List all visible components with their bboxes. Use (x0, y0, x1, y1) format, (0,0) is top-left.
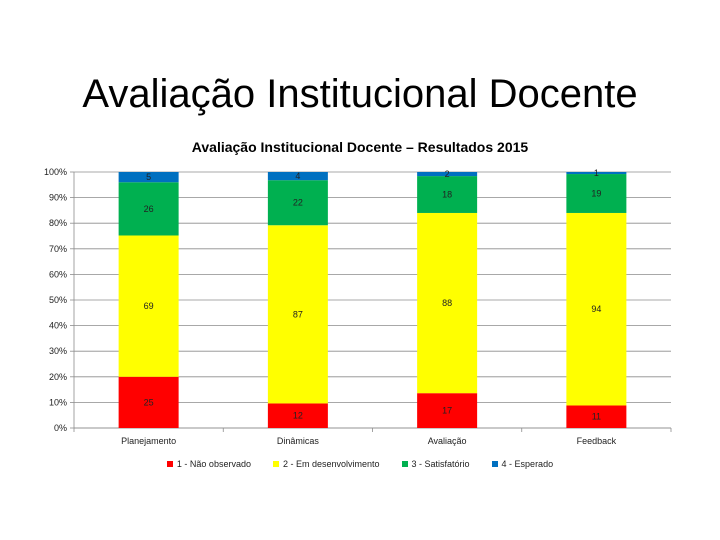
data-label: 17 (442, 406, 452, 416)
bar-segment (417, 212, 478, 394)
bar-segment (118, 182, 179, 236)
data-label: 22 (293, 198, 303, 208)
legend-item-esperado: 4 - Esperado (491, 459, 554, 469)
bar-segment (118, 235, 179, 377)
data-label: 12 (293, 411, 303, 421)
y-tick-label: 10% (49, 397, 67, 407)
legend-item-em-desenvolvimento: 2 - Em desenvolvimento (272, 459, 380, 469)
legend-label: 2 - Em desenvolvimento (282, 459, 380, 469)
data-label: 87 (293, 309, 303, 319)
bar-segment (417, 393, 478, 428)
bar-segment (566, 212, 627, 406)
bar-segment (267, 403, 328, 428)
y-tick-label: 100% (44, 167, 67, 177)
y-tick-label: 50% (49, 295, 67, 305)
data-label: 11 (592, 412, 601, 422)
x-category-label: Feedback (577, 436, 617, 446)
legend-label: 3 - Satisfatório (411, 459, 470, 469)
x-category-label: Avaliação (428, 436, 467, 446)
y-tick-label: 30% (49, 346, 67, 356)
data-label: 5 (146, 172, 151, 182)
slide-title: Avaliação Institucional Docente (82, 72, 638, 116)
bar-segment (417, 172, 478, 177)
data-label: 4 (295, 171, 300, 181)
data-label: 26 (144, 204, 154, 214)
bar-segment (267, 172, 328, 181)
bar-segment (267, 180, 328, 226)
bar-segment (417, 176, 478, 213)
data-label: 94 (591, 304, 601, 314)
bar-segment (118, 172, 179, 183)
chart-title: Avaliação Institucional Docente – Result… (191, 139, 529, 155)
chart-legend: 1 - Não observado 2 - Em desenvolvimento… (0, 459, 720, 469)
data-label: 69 (144, 301, 154, 311)
data-label: 88 (442, 298, 452, 308)
bar-segment (566, 172, 627, 175)
legend-swatch-icon (272, 461, 279, 467)
y-tick-label: 70% (49, 244, 67, 254)
y-tick-label: 80% (49, 218, 67, 228)
legend-swatch-icon (166, 461, 173, 467)
data-label: 19 (591, 189, 601, 199)
y-tick-label: 40% (49, 321, 67, 331)
y-tick-label: 60% (49, 269, 67, 279)
data-label: 25 (144, 397, 154, 407)
legend-label: 1 - Não observado (176, 459, 251, 469)
y-tick-label: 0% (54, 423, 67, 433)
legend-swatch-icon (491, 461, 498, 467)
y-tick-label: 90% (49, 193, 67, 203)
bar-segment (566, 174, 627, 213)
bar-segment (118, 376, 179, 428)
data-label: 18 (442, 190, 452, 200)
data-label: 2 (445, 169, 450, 179)
legend-item-satisfatorio: 3 - Satisfatório (401, 459, 470, 469)
x-category-label: Planejamento (121, 436, 176, 446)
data-label: 1 (594, 168, 599, 178)
x-category-label: Dinâmicas (277, 436, 320, 446)
legend-label: 4 - Esperado (501, 459, 554, 469)
y-tick-label: 20% (49, 372, 67, 382)
legend-item-nao-observado: 1 - Não observado (166, 459, 251, 469)
legend-swatch-icon (401, 461, 408, 467)
bar-segment (267, 225, 328, 404)
bar-segment (566, 405, 627, 428)
